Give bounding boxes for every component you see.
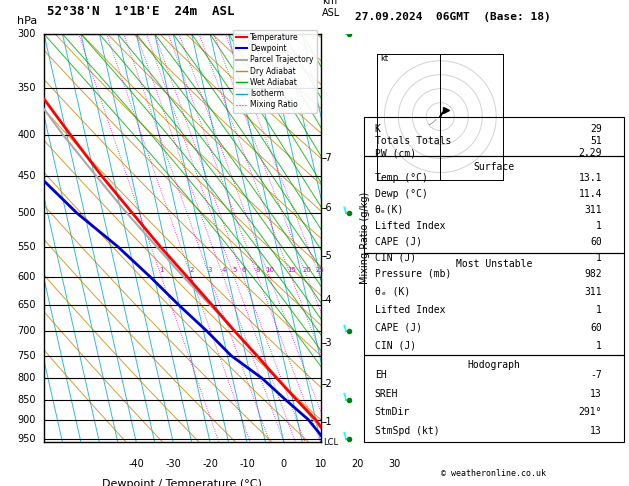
Text: 291°: 291°	[579, 407, 602, 417]
Text: 1: 1	[596, 221, 602, 231]
Text: -30: -30	[165, 459, 181, 469]
Text: 900: 900	[18, 415, 36, 425]
Text: 51: 51	[590, 136, 602, 146]
Bar	[364, 117, 623, 156]
Text: 2: 2	[189, 267, 194, 273]
Text: Surface: Surface	[473, 162, 515, 172]
Text: 311: 311	[584, 287, 602, 297]
Text: EH: EH	[375, 370, 386, 381]
Text: 300: 300	[18, 29, 36, 39]
Text: 1: 1	[596, 305, 602, 315]
Text: 10: 10	[265, 267, 274, 273]
Text: 700: 700	[17, 327, 36, 336]
Text: 311: 311	[584, 205, 602, 215]
Text: 1: 1	[596, 253, 602, 263]
Text: Temp (°C): Temp (°C)	[375, 173, 428, 183]
Text: 6: 6	[241, 267, 245, 273]
Text: -2: -2	[323, 379, 332, 389]
Text: -40: -40	[128, 459, 144, 469]
Text: PW (cm): PW (cm)	[375, 148, 416, 158]
Text: -6: -6	[323, 203, 332, 213]
Text: StmSpd (kt): StmSpd (kt)	[375, 426, 440, 436]
Text: -1: -1	[323, 417, 332, 427]
Text: 400: 400	[18, 130, 36, 140]
Text: -20: -20	[202, 459, 218, 469]
Text: 750: 750	[17, 350, 36, 361]
Text: 5: 5	[232, 267, 237, 273]
Text: 1: 1	[159, 267, 164, 273]
Text: © weatheronline.co.uk: © weatheronline.co.uk	[442, 469, 546, 478]
Text: Pressure (mb): Pressure (mb)	[375, 269, 451, 279]
Text: 60: 60	[590, 237, 602, 247]
Text: 20: 20	[303, 267, 312, 273]
Text: 8: 8	[256, 267, 260, 273]
Legend: Temperature, Dewpoint, Parcel Trajectory, Dry Adiabat, Wet Adiabat, Isotherm, Mi: Temperature, Dewpoint, Parcel Trajectory…	[233, 30, 317, 113]
Text: 982: 982	[584, 269, 602, 279]
Text: K: K	[375, 124, 381, 134]
Text: Hodograph: Hodograph	[467, 360, 520, 370]
Bar	[364, 156, 623, 253]
Text: -7: -7	[590, 370, 602, 381]
Text: 11.4: 11.4	[579, 189, 602, 199]
Text: hPa: hPa	[18, 16, 38, 26]
Text: 550: 550	[17, 242, 36, 252]
Text: Totals Totals: Totals Totals	[375, 136, 451, 146]
Text: 600: 600	[18, 272, 36, 282]
Text: StmDir: StmDir	[375, 407, 410, 417]
Text: 2.29: 2.29	[579, 148, 602, 158]
Bar	[364, 253, 623, 355]
Text: 13: 13	[590, 389, 602, 399]
Text: 15: 15	[287, 267, 296, 273]
Text: -4: -4	[323, 295, 332, 306]
Text: 52°38'N  1°1B'E  24m  ASL: 52°38'N 1°1B'E 24m ASL	[47, 5, 235, 17]
Text: Lifted Index: Lifted Index	[375, 221, 445, 231]
Text: LCL: LCL	[323, 438, 338, 447]
Text: 950: 950	[17, 434, 36, 444]
Text: km
ASL: km ASL	[323, 0, 341, 17]
Text: 800: 800	[18, 373, 36, 383]
Text: SREH: SREH	[375, 389, 398, 399]
Text: 650: 650	[17, 300, 36, 311]
Text: Dewp (°C): Dewp (°C)	[375, 189, 428, 199]
Text: CAPE (J): CAPE (J)	[375, 323, 422, 333]
Text: -5: -5	[323, 251, 332, 260]
Text: 29: 29	[590, 124, 602, 134]
Text: 850: 850	[17, 395, 36, 404]
Text: θₑ (K): θₑ (K)	[375, 287, 410, 297]
Text: 13: 13	[590, 426, 602, 436]
Text: θₑ(K): θₑ(K)	[375, 205, 404, 215]
Text: 10: 10	[314, 459, 327, 469]
Bar	[364, 355, 623, 442]
Text: 1: 1	[596, 341, 602, 351]
Text: 350: 350	[17, 83, 36, 93]
Text: CAPE (J): CAPE (J)	[375, 237, 422, 247]
Text: 20: 20	[352, 459, 364, 469]
Text: 4: 4	[221, 267, 226, 273]
Text: -3: -3	[323, 338, 332, 348]
Text: CIN (J): CIN (J)	[375, 253, 416, 263]
Text: kt: kt	[380, 54, 388, 63]
Text: 500: 500	[17, 208, 36, 218]
Text: 25: 25	[316, 267, 325, 273]
Text: 30: 30	[389, 459, 401, 469]
Text: Most Unstable: Most Unstable	[455, 259, 532, 269]
Text: 450: 450	[17, 172, 36, 181]
Text: -7: -7	[323, 153, 332, 163]
Text: 13.1: 13.1	[579, 173, 602, 183]
Text: Mixing Ratio (g/kg): Mixing Ratio (g/kg)	[360, 192, 370, 284]
Text: 60: 60	[590, 323, 602, 333]
Text: Dewpoint / Temperature (°C): Dewpoint / Temperature (°C)	[103, 479, 262, 486]
Text: Lifted Index: Lifted Index	[375, 305, 445, 315]
Text: CIN (J): CIN (J)	[375, 341, 416, 351]
Text: 3: 3	[208, 267, 212, 273]
Text: 27.09.2024  06GMT  (Base: 18): 27.09.2024 06GMT (Base: 18)	[355, 12, 551, 22]
Text: 0: 0	[281, 459, 287, 469]
Text: -10: -10	[239, 459, 255, 469]
